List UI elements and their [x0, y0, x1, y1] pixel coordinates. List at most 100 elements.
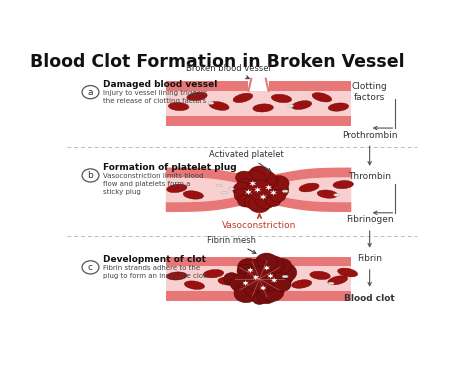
Text: Broken blood vessel: Broken blood vessel	[186, 65, 271, 79]
Ellipse shape	[328, 282, 334, 285]
Circle shape	[246, 180, 273, 200]
Circle shape	[244, 267, 275, 291]
Ellipse shape	[282, 190, 288, 192]
Ellipse shape	[299, 183, 319, 192]
Circle shape	[269, 176, 289, 191]
Ellipse shape	[183, 191, 203, 199]
Polygon shape	[260, 285, 266, 291]
Text: Development of clot: Development of clot	[102, 255, 206, 264]
Circle shape	[261, 256, 284, 273]
Ellipse shape	[333, 181, 354, 189]
Circle shape	[237, 179, 253, 192]
Ellipse shape	[317, 190, 337, 198]
Ellipse shape	[167, 184, 187, 192]
Text: Vasoconstriction limits blood
flow and platelets form a
sticky plug: Vasoconstriction limits blood flow and p…	[102, 173, 203, 195]
Ellipse shape	[271, 94, 292, 103]
Circle shape	[82, 169, 99, 182]
Text: c: c	[88, 263, 93, 272]
Text: Blood clot: Blood clot	[344, 294, 395, 304]
Circle shape	[243, 259, 267, 278]
Circle shape	[273, 258, 292, 273]
Circle shape	[242, 170, 266, 189]
Text: Fibrin strands adhere to the
plug to form an insoluble clot: Fibrin strands adhere to the plug to for…	[102, 265, 205, 279]
Polygon shape	[247, 267, 254, 273]
Text: Fibrin mesh: Fibrin mesh	[208, 236, 256, 253]
Circle shape	[244, 280, 267, 297]
Ellipse shape	[328, 276, 347, 285]
Circle shape	[236, 171, 252, 184]
Circle shape	[237, 264, 255, 278]
Polygon shape	[270, 189, 277, 196]
Circle shape	[234, 284, 258, 303]
Text: Damaged blood vessel: Damaged blood vessel	[102, 80, 217, 89]
Circle shape	[248, 195, 271, 213]
Ellipse shape	[233, 93, 253, 103]
Ellipse shape	[253, 104, 273, 112]
Circle shape	[274, 278, 291, 291]
Polygon shape	[264, 265, 270, 271]
Polygon shape	[166, 177, 351, 202]
Text: a: a	[88, 88, 93, 97]
Ellipse shape	[222, 191, 228, 194]
Circle shape	[234, 188, 252, 202]
Polygon shape	[166, 167, 351, 185]
Bar	[269, 81, 351, 91]
Ellipse shape	[328, 103, 349, 111]
Circle shape	[252, 294, 266, 304]
Circle shape	[265, 181, 289, 199]
Circle shape	[224, 273, 239, 285]
Ellipse shape	[312, 93, 332, 102]
Ellipse shape	[337, 268, 358, 277]
Polygon shape	[271, 278, 277, 283]
Circle shape	[237, 258, 259, 275]
Circle shape	[262, 175, 278, 188]
Ellipse shape	[208, 102, 214, 104]
Circle shape	[255, 194, 275, 209]
Polygon shape	[254, 186, 261, 193]
Text: Injury to vessel lining triggers
the release of clotting factors: Injury to vessel lining triggers the rel…	[102, 90, 207, 104]
Text: Activated platelet: Activated platelet	[209, 150, 284, 172]
Text: Thrombin: Thrombin	[348, 172, 391, 181]
Ellipse shape	[168, 103, 189, 110]
Ellipse shape	[216, 184, 222, 187]
Circle shape	[255, 253, 278, 270]
Bar	[166, 81, 248, 91]
Polygon shape	[166, 194, 351, 212]
Ellipse shape	[292, 280, 312, 288]
Circle shape	[249, 166, 270, 183]
Text: Vasoconstriction: Vasoconstriction	[222, 214, 297, 230]
Text: Formation of platelet plug: Formation of platelet plug	[102, 163, 236, 172]
Ellipse shape	[209, 101, 229, 110]
Polygon shape	[267, 273, 273, 279]
Circle shape	[242, 279, 255, 291]
Polygon shape	[242, 280, 249, 286]
Circle shape	[266, 195, 281, 207]
Circle shape	[259, 282, 284, 302]
Circle shape	[238, 269, 256, 283]
Ellipse shape	[184, 281, 205, 289]
Polygon shape	[265, 184, 272, 191]
Circle shape	[244, 195, 262, 209]
Text: Fibrin: Fibrin	[357, 254, 382, 263]
Bar	[166, 257, 351, 266]
Text: Clotting
factors: Clotting factors	[352, 82, 388, 102]
Circle shape	[262, 278, 278, 291]
Ellipse shape	[282, 275, 288, 278]
Ellipse shape	[218, 277, 238, 285]
Polygon shape	[249, 180, 256, 186]
Polygon shape	[245, 189, 252, 195]
Text: Prothrombin: Prothrombin	[342, 131, 397, 140]
Circle shape	[82, 85, 99, 99]
Text: Fibrinogen: Fibrinogen	[346, 216, 393, 225]
Circle shape	[233, 182, 253, 198]
Ellipse shape	[288, 105, 293, 107]
Ellipse shape	[228, 188, 234, 190]
Circle shape	[272, 263, 297, 282]
Circle shape	[82, 261, 99, 274]
Bar	[166, 266, 351, 291]
Bar	[166, 91, 351, 116]
Circle shape	[230, 273, 255, 293]
Circle shape	[276, 273, 293, 285]
Circle shape	[237, 194, 254, 207]
Ellipse shape	[166, 272, 187, 280]
